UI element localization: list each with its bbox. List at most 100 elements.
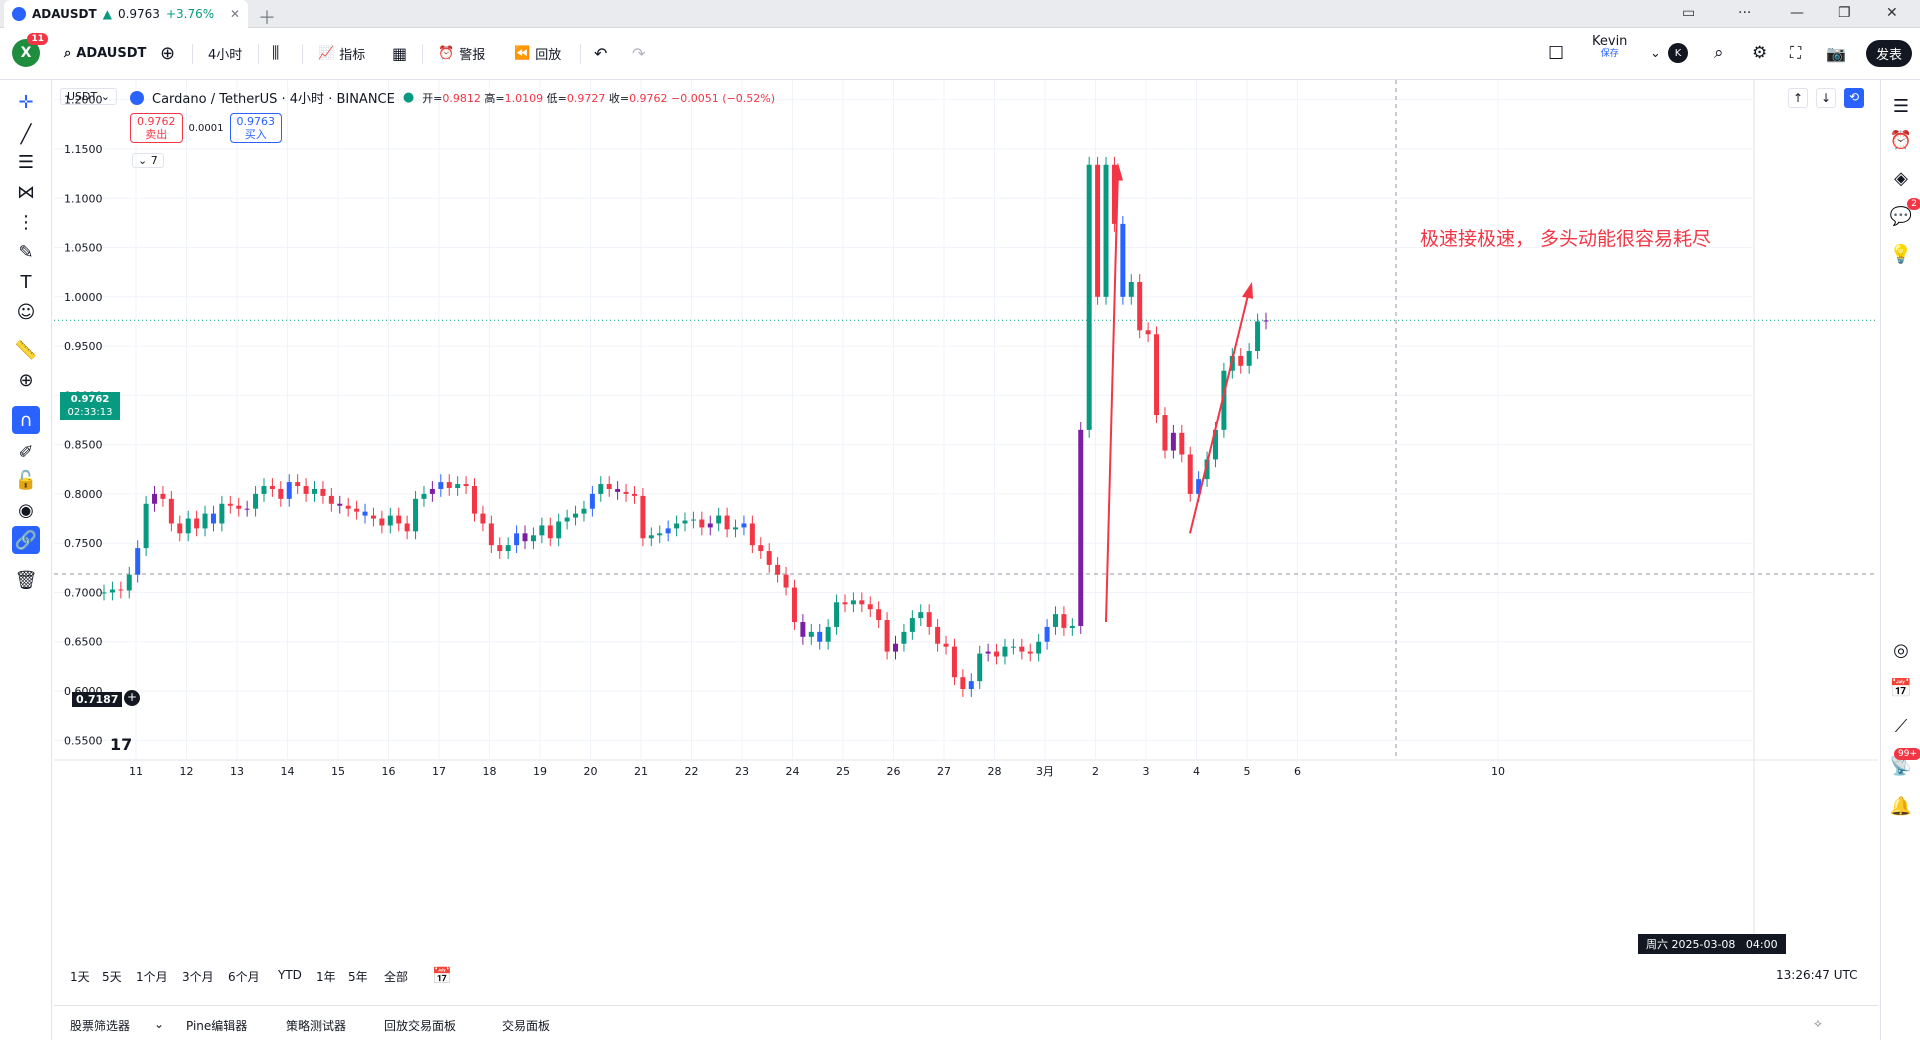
layers-icon[interactable]: ◈ — [1894, 167, 1908, 189]
candle-body — [623, 491, 629, 494]
candle-body — [968, 681, 974, 690]
trash-icon[interactable]: 🗑 — [14, 569, 38, 591]
broadcast-icon[interactable]: 📡 99+ — [1887, 748, 1920, 780]
emoji-icon[interactable]: ☺ — [16, 301, 36, 323]
settings-gear-icon[interactable]: ⚙ — [1752, 43, 1768, 63]
candle-body — [1052, 614, 1058, 627]
date-range-icon[interactable]: 📅 — [432, 966, 452, 985]
window-close-button[interactable]: ✕ — [1886, 5, 1898, 21]
legend-title[interactable]: Cardano / TetherUS · 4小时 · BINANCE — [152, 92, 395, 107]
crosshair-icon[interactable]: ✛ — [18, 91, 34, 113]
candle-body — [1162, 415, 1168, 451]
add-plus-icon[interactable]: + — [124, 690, 140, 706]
interval-button[interactable]: 4小时 — [208, 47, 243, 63]
chart-annotation[interactable]: 极速接极速， 多头动能很容易耗尽 — [1420, 228, 1712, 250]
pencil-lock-icon[interactable]: ✐ — [18, 441, 34, 463]
bottom-tab-0[interactable]: 股票筛选器 — [70, 1019, 131, 1033]
scroll-up-icon[interactable]: ↑ — [1788, 88, 1808, 108]
candle-body — [581, 508, 587, 514]
candle-body — [396, 515, 402, 524]
scroll-down-icon[interactable]: ↓ — [1816, 88, 1836, 108]
layout-icon[interactable]: ▦ — [392, 43, 408, 63]
bottom-tab-1[interactable]: Pine编辑器 — [186, 1019, 248, 1033]
alert-button[interactable]: ⏰ 警报 — [438, 38, 485, 68]
alert-clock-icon[interactable]: ⏰ — [1889, 129, 1913, 151]
timeframe-4[interactable]: 6个月 — [228, 970, 260, 984]
x-tick-label: 19 — [533, 765, 547, 778]
timeframe-0[interactable]: 1天 — [70, 970, 90, 984]
chevron-down-icon[interactable]: ⌄ — [1650, 45, 1661, 61]
candle-style-icon[interactable]: ⫼ — [272, 43, 280, 62]
candle-body — [716, 515, 722, 524]
parallel-lines-icon[interactable]: ☰ — [17, 151, 35, 173]
user-menu[interactable]: X 11 — [12, 33, 48, 68]
trendline-icon[interactable]: ╱ — [20, 123, 32, 145]
restore-button[interactable]: ❐ — [1838, 5, 1851, 21]
timeframe-3[interactable]: 3个月 — [182, 970, 214, 984]
link-icon[interactable]: 🔗 — [12, 526, 40, 554]
fullscreen-box-icon[interactable]: ☐ — [1548, 42, 1565, 64]
candle-body — [320, 488, 326, 496]
fullscreen-icon[interactable]: ⛶ — [1790, 43, 1802, 62]
timeframe-1[interactable]: 5天 — [102, 970, 122, 984]
quick-search-icon[interactable]: ⌕ — [1714, 43, 1724, 63]
new-tab-button[interactable]: ＋ — [258, 8, 276, 29]
sell-button[interactable]: 0.9762 卖出 — [130, 113, 183, 143]
last-price-tag: 0.9762 02:33:13 — [60, 392, 120, 420]
replay-button[interactable]: ⏪ 回放 — [514, 38, 561, 68]
timeframe-2[interactable]: 1个月 — [136, 970, 168, 984]
timeframe-7[interactable]: 5年 — [348, 970, 368, 984]
ideas-icon[interactable]: 💡 — [1889, 243, 1913, 265]
calendar-icon[interactable]: 📅 — [1889, 677, 1913, 699]
more-icon[interactable]: ··· — [1738, 5, 1752, 21]
sync-icon[interactable]: ⟲ — [1844, 88, 1864, 108]
bottom-tab-3[interactable]: 回放交易面板 — [384, 1019, 457, 1033]
y-tick-label: 0.5500 — [64, 734, 103, 747]
target-icon[interactable]: ◎ — [1893, 639, 1909, 661]
eye-icon[interactable]: ◉ — [18, 499, 34, 521]
pattern-icon[interactable]: ⋈ — [17, 181, 35, 203]
cursor-price-tag: 0.7187 — [72, 692, 123, 707]
price-chart[interactable]: 1.20001.15001.10001.05001.00000.95000.90… — [54, 80, 1878, 955]
bottom-tab-chevron-icon[interactable]: ⌄ — [154, 1017, 165, 1031]
undo-icon[interactable]: ↶ — [594, 43, 608, 63]
tab-close-icon[interactable]: ✕ — [229, 7, 240, 21]
text-icon[interactable]: T — [20, 271, 32, 293]
candle-body — [177, 523, 183, 534]
bell-icon[interactable]: 🔔 — [1889, 795, 1913, 817]
chat-icon[interactable]: 💬 2 — [1887, 198, 1920, 230]
browser-tab[interactable]: ADAUSDT ▲ 0.9763 +3.76% ✕ — [4, 0, 248, 28]
symbol-search[interactable]: ⌕ ADAUSDT — [64, 38, 146, 68]
forecast-icon[interactable]: ⋮ — [17, 211, 35, 233]
bottom-tab-2[interactable]: 策略测试器 — [286, 1019, 347, 1033]
brush-icon[interactable]: ✎ — [18, 241, 34, 263]
drawing-toolbar: ✛ ╱ ☰ ⋈ ⋮ ✎ T ☺ 📏 ⊕ ∩ ✐ 🔓 ◉ 🔗 🗑 — [0, 80, 52, 1040]
timeframe-8[interactable]: 全部 — [384, 970, 409, 984]
ruler-icon[interactable]: 📏 — [14, 339, 38, 361]
candle-body — [219, 503, 225, 524]
redo-icon[interactable]: ↷ — [632, 43, 646, 63]
buy-button[interactable]: 0.9763 买入 — [229, 113, 282, 143]
minimize-button[interactable]: — — [1790, 5, 1804, 21]
chart-line-icon[interactable]: ⟋ — [1894, 715, 1908, 737]
lock-icon[interactable]: 🔓 — [14, 469, 38, 491]
candle-body — [135, 548, 141, 575]
utc-clock[interactable]: 13:26:47 UTC — [1776, 968, 1858, 982]
avatar[interactable]: X 11 — [12, 33, 48, 67]
compare-icon[interactable]: ⊕ — [160, 42, 176, 64]
camera-icon[interactable]: 📷 — [1826, 43, 1846, 63]
indicator-collapse-button[interactable]: ⌄ 7 — [132, 153, 164, 168]
zoom-in-icon[interactable]: ⊕ — [18, 369, 34, 391]
layout-save[interactable]: Kevin 保存 — [1592, 35, 1627, 66]
magnet-icon[interactable]: ∩ — [12, 406, 40, 434]
publish-button[interactable]: 发表 — [1866, 38, 1913, 68]
indicators-button[interactable]: 📈 指标 — [318, 38, 365, 68]
monitor-icon[interactable]: ▭ — [1682, 5, 1696, 21]
currency-selector[interactable]: USDT ⌄ — [60, 88, 117, 105]
bottom-tab-4[interactable]: 交易面板 — [502, 1019, 551, 1033]
candle-body — [362, 511, 368, 516]
timeframe-5[interactable]: YTD — [278, 968, 302, 982]
watchlist-icon[interactable]: ☰ — [1892, 95, 1910, 117]
user-initial-badge[interactable]: K — [1668, 38, 1688, 68]
timeframe-6[interactable]: 1年 — [316, 970, 336, 984]
